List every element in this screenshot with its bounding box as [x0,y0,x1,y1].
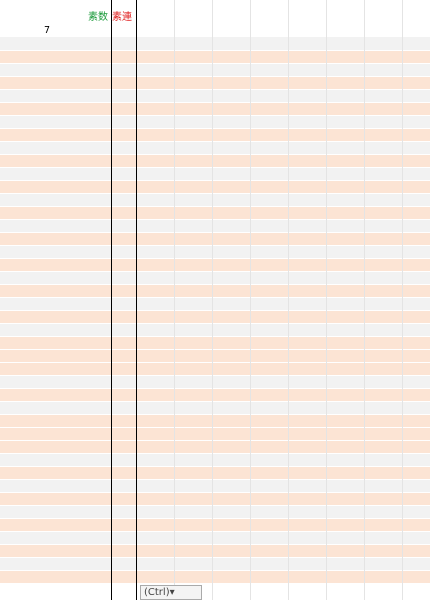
header-cell: 7 [43,25,50,36]
column-border [136,0,137,600]
row-band [0,271,430,285]
row-band [0,401,430,415]
row-band [0,492,430,506]
row-band [0,245,430,259]
grid-line [288,0,289,600]
row-band [0,167,430,181]
row-band [0,388,430,402]
column-border [111,0,112,600]
row-band [0,336,430,350]
row-band [0,414,430,428]
row-band [0,284,430,298]
grid-line [212,0,213,600]
row-band [0,453,430,467]
row-band [0,89,430,103]
row-band [0,219,430,233]
row-band [0,180,430,194]
row-band [0,349,430,363]
row-band [0,531,430,545]
grid-line [364,0,365,600]
row-band [0,440,430,454]
row-band [0,193,430,207]
row-band [0,232,430,246]
row-band [0,570,430,584]
col-header: 素連 [112,12,132,23]
row-band [0,362,430,376]
row-band [0,37,430,51]
row-band [0,466,430,480]
row-band [0,102,430,116]
col-header: 素数 [88,12,108,23]
row-band [0,375,430,389]
row-band [0,63,430,77]
row-band [0,427,430,441]
grid-line [402,0,403,600]
row-band [0,323,430,337]
row-band [0,544,430,558]
row-band [0,258,430,272]
grid-line [326,0,327,600]
grid-line [174,0,175,600]
row-band [0,297,430,311]
row-band [0,154,430,168]
row-band [0,505,430,519]
paste-options-button[interactable]: (Ctrl)▾ [140,585,202,600]
row-band [0,128,430,142]
row-band [0,50,430,64]
grid-line [250,0,251,600]
row-band [0,479,430,493]
row-band [0,518,430,532]
row-band [0,557,430,571]
row-band [0,141,430,155]
row-band [0,310,430,324]
row-band [0,206,430,220]
row-band [0,115,430,129]
row-band [0,76,430,90]
